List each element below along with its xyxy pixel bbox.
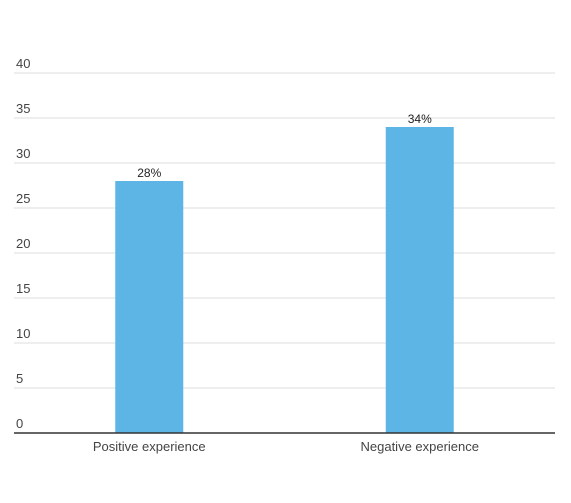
gridlines — [14, 72, 555, 389]
bars — [115, 127, 454, 433]
data-labels: 28% 34% — [137, 112, 432, 180]
bar-data-label: 34% — [408, 112, 432, 126]
y-tick-label: 10 — [16, 326, 30, 341]
y-tick-label: 15 — [16, 281, 30, 296]
y-axis-tick-labels: 0 5 10 15 20 25 30 35 40 — [16, 56, 30, 431]
y-tick-label: 0 — [16, 416, 23, 431]
y-tick-label: 5 — [16, 371, 23, 386]
y-tick-label: 20 — [16, 236, 30, 251]
y-tick-label: 25 — [16, 191, 30, 206]
y-tick-label: 30 — [16, 146, 30, 161]
x-category-label: Positive experience — [93, 439, 206, 454]
bar-data-label: 28% — [137, 166, 161, 180]
x-axis-category-labels: Positive experience Negative experience — [93, 439, 479, 454]
bar — [385, 127, 454, 433]
y-tick-label: 40 — [16, 56, 30, 71]
y-tick-label: 35 — [16, 101, 30, 116]
bar — [115, 181, 184, 433]
x-category-label: Negative experience — [360, 439, 479, 454]
